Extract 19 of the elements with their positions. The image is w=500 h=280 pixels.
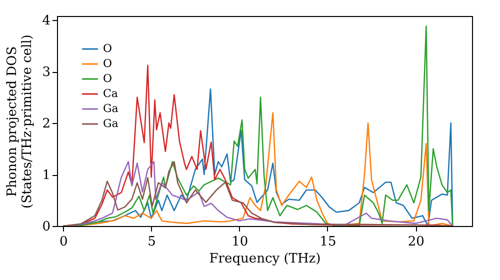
x-axis-title: Frequency (THz) xyxy=(209,252,321,266)
legend-label: O xyxy=(103,57,112,70)
x-tick-label: 20 xyxy=(408,234,424,250)
y-tick-label: 3 xyxy=(42,65,50,80)
y-tick-label: 1 xyxy=(42,168,50,184)
legend-label: Ga xyxy=(103,102,119,115)
legend-label: O xyxy=(103,72,112,85)
y-tick-label: 0 xyxy=(42,220,50,234)
y-tick-label: 2 xyxy=(42,116,50,132)
legend-label: O xyxy=(103,42,112,55)
y-tick-label: 4 xyxy=(42,14,50,29)
x-tick-label: 15 xyxy=(320,234,336,250)
y-axis-title: Phonon projected DOS (States/THz·primitive cell) xyxy=(5,34,36,209)
legend-label: Ga xyxy=(103,117,119,130)
legend-label: Ca xyxy=(103,87,118,100)
x-tick-label: 5 xyxy=(148,234,156,250)
x-tick-label: 0 xyxy=(60,234,68,250)
x-tick-label: 10 xyxy=(232,234,248,250)
line-series xyxy=(62,161,454,226)
